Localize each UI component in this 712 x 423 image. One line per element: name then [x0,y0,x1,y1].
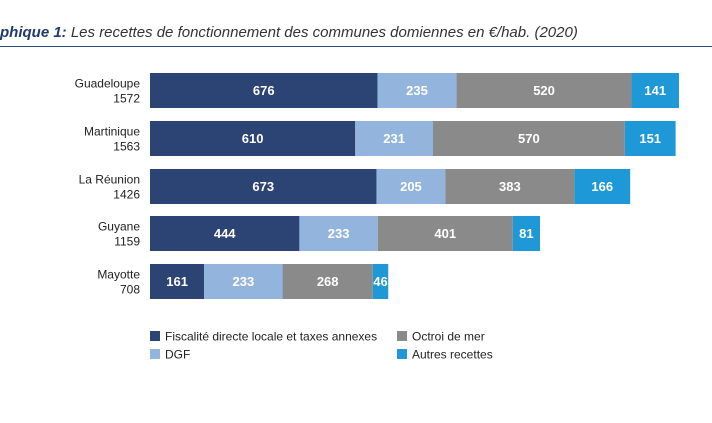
bar-segment [624,121,676,156]
bar-value-label: 205 [400,179,422,194]
category-total: 1426 [113,188,140,202]
bar-segment [574,169,631,204]
bar-segment [299,216,378,251]
bar-value-label: 231 [383,131,405,146]
category-label: La Réunion [79,173,140,187]
bar-segment [445,169,575,204]
bar-segment [512,216,541,251]
bar-value-label: 141 [644,83,666,98]
bar-value-label: 235 [406,83,428,98]
bar-value-label: 676 [253,83,275,98]
legend-label: Autres recettes [412,348,493,362]
bar-segment [150,264,205,299]
bar-value-label: 81 [519,226,533,241]
category-label: Guadeloupe [75,77,141,91]
bar-value-label: 673 [252,179,274,194]
bar-segment [456,73,632,108]
category-total: 1563 [113,140,140,154]
bar-segment [150,121,356,156]
bar-value-label: 233 [328,226,350,241]
category-total: 1159 [114,235,140,249]
legend-swatch [150,331,160,341]
bar-value-label: 166 [591,179,613,194]
bar-segment [150,216,300,251]
category-total: 1572 [113,92,140,106]
legend-label: Octroi de mer [412,330,485,344]
category-label: Martinique [84,125,140,139]
title-divider [0,46,712,47]
category-label: Guyane [98,220,140,234]
bar-segment [372,264,389,299]
legend-swatch [150,349,160,359]
bar-segment [377,73,457,108]
bar-segment [377,216,513,251]
bar-segment [282,264,373,299]
bar-value-label: 444 [214,226,236,241]
bar-value-label: 46 [373,274,387,289]
bar-segment [150,169,377,204]
chart-title-text: Les recettes de fonctionnement des commu… [66,24,578,41]
legend-swatch [397,331,407,341]
legend-label: DGF [165,348,190,362]
bar-segment [150,73,378,108]
category-label: Mayotte [97,268,140,282]
bar-segment [204,264,283,299]
bar-segment [432,121,625,156]
bar-value-label: 520 [533,83,555,98]
bar-segment [631,73,679,108]
bar-value-label: 233 [233,274,255,289]
bar-segment [355,121,433,156]
bar-value-label: 151 [639,131,661,146]
bar-value-label: 401 [434,226,456,241]
chart-title: phique 1: Les recettes de fonctionnement… [0,24,712,41]
bar-value-label: 570 [518,131,540,146]
bar-value-label: 161 [166,274,188,289]
category-total: 708 [120,283,140,297]
bar-value-label: 268 [317,274,339,289]
legend-label: Fiscalité directe locale et taxes annexe… [165,330,377,344]
chart-title-prefix: phique 1: [0,24,67,41]
bar-segment [376,169,446,204]
legend-swatch [397,349,407,359]
bar-value-label: 383 [499,179,521,194]
bar-value-label: 610 [242,131,264,146]
